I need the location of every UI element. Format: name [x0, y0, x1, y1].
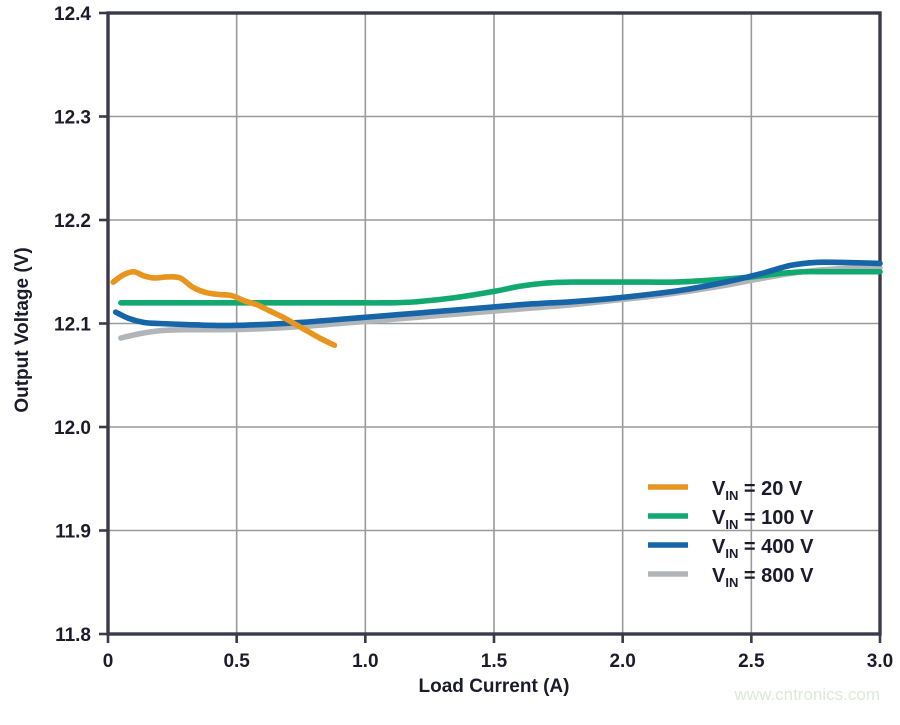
y-tick-label: 12.2: [54, 211, 91, 232]
watermark-text: www.cntronics.com: [734, 685, 880, 704]
x-tick-label: 3.0: [867, 651, 893, 672]
x-tick-label: 1.5: [481, 651, 508, 672]
x-tick-label: 1.0: [352, 651, 378, 672]
axis-ticks: [99, 11, 882, 643]
legend-label: VIN = 800 V: [712, 565, 814, 590]
y-tick-label: 11.8: [55, 625, 91, 646]
series-lines: [110, 259, 883, 349]
x-tick-label: 2.5: [738, 651, 765, 672]
y-tick-label: 12.3: [54, 108, 91, 129]
series-line: [112, 259, 883, 329]
legend-label: VIN = 20 V: [712, 478, 803, 503]
y-tick-label: 12.0: [54, 418, 91, 439]
y-axis-title: Output Voltage (V): [12, 247, 33, 412]
series-line: [118, 268, 883, 306]
y-axis-tick-labels: 11.8 11.9 12.0 12.1 12.2 12.3 12.4: [54, 4, 91, 646]
legend-label: VIN = 100 V: [712, 507, 814, 532]
y-tick-label: 12.4: [54, 4, 91, 25]
x-axis-tick-labels: 0 0.5 1.0 1.5 2.0 2.5 3.0: [103, 651, 894, 672]
x-tick-label: 0.5: [223, 651, 250, 672]
series-line: [110, 268, 338, 349]
x-tick-label: 0: [103, 651, 114, 672]
legend-label: VIN = 400 V: [712, 536, 814, 561]
chart-legend: VIN = 20 V VIN = 100 V VIN = 400 V VIN = 80…: [648, 478, 814, 590]
x-tick-label: 2.0: [609, 651, 635, 672]
y-tick-label: 11.9: [55, 522, 91, 543]
x-axis-title: Load Current (A): [419, 676, 570, 697]
series-line: [118, 264, 883, 341]
y-tick-label: 12.1: [54, 315, 91, 336]
